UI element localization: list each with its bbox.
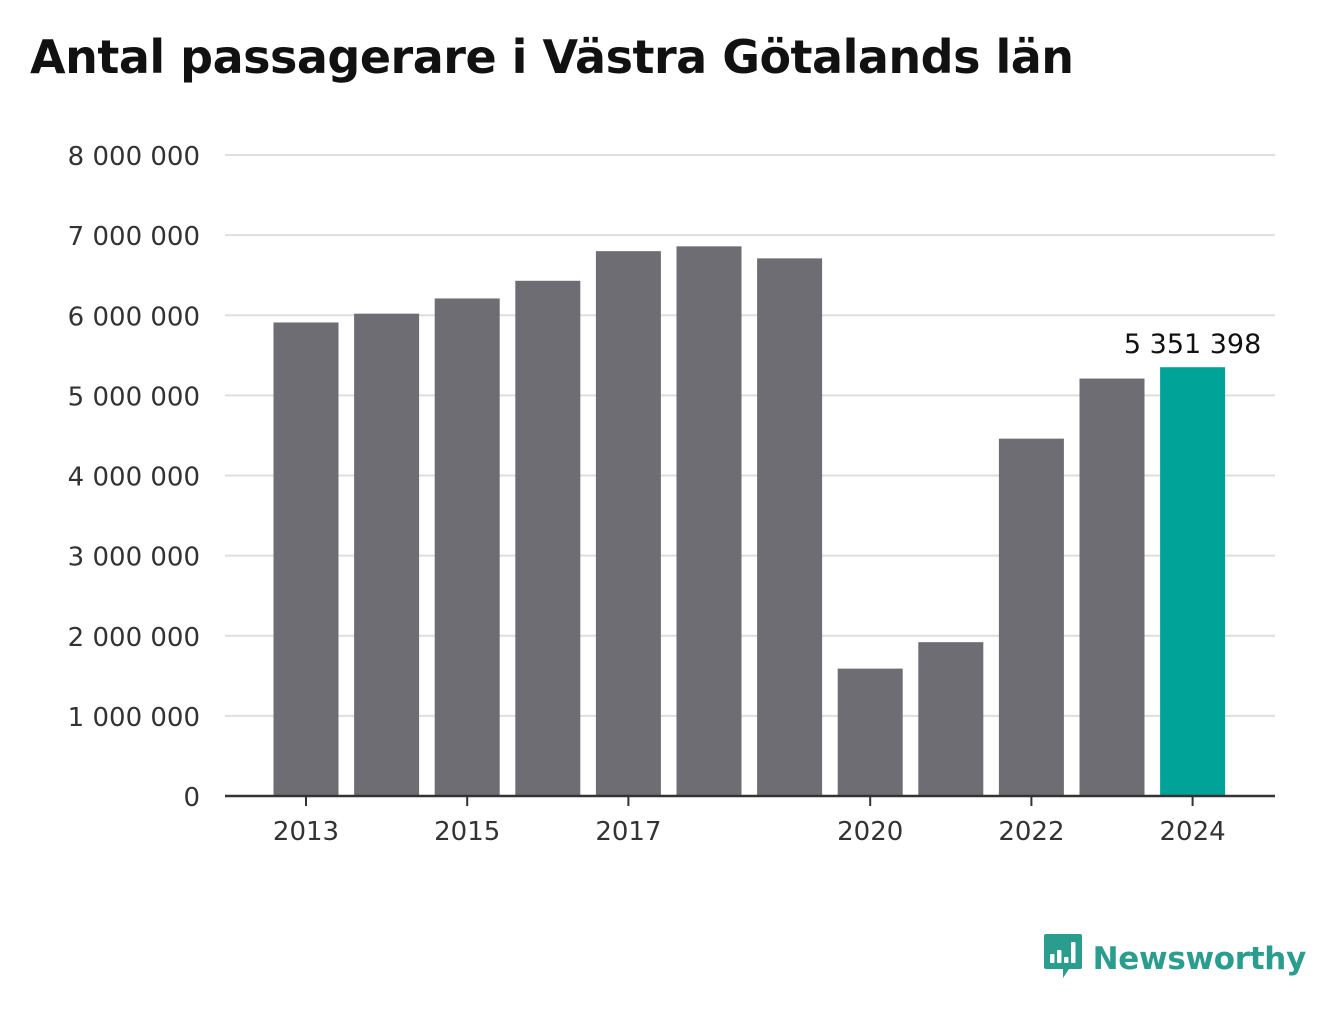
chart-title: Antal passagerare i Västra Götalands län (30, 30, 1074, 84)
bars (273, 246, 1226, 797)
y-tick-label: 7 000 000 (68, 222, 200, 252)
bar-2023 (1079, 378, 1145, 796)
bar-2017 (595, 251, 661, 796)
bar-2020 (837, 668, 903, 796)
x-tick-label: 2015 (434, 817, 500, 847)
bar-2019 (757, 258, 823, 797)
data-labels: 5 351 398 (1124, 329, 1261, 360)
y-tick-label: 4 000 000 (68, 463, 200, 493)
x-tick-label: 2017 (595, 817, 661, 847)
newsworthy-logo-icon (1043, 932, 1083, 986)
x-tick-label: 2024 (1160, 817, 1226, 847)
y-axis-ticks: 0 1 000 000 2 000 000 3 000 000 4 000 000 5 0… (68, 142, 200, 813)
y-tick-label: 1 000 000 (68, 703, 200, 733)
x-tick-label: 2022 (998, 817, 1064, 847)
y-tick-label: 3 000 000 (68, 543, 200, 573)
x-tick-label: 2013 (273, 817, 339, 847)
x-tick-label: 2020 (837, 817, 903, 847)
bar-2015 (434, 298, 500, 796)
x-axis-ticks: 2013 2015 2017 2020 2022 2024 (273, 796, 1226, 847)
bar-2021 (918, 642, 984, 796)
bar-2024 (1160, 367, 1226, 796)
y-tick-label: 6 000 000 (68, 302, 200, 332)
brand-logo: Newsworthy (1043, 932, 1306, 986)
y-tick-label: 2 000 000 (68, 623, 200, 653)
bar-2013 (273, 322, 339, 796)
bar-2016 (515, 280, 581, 796)
bar-2018 (676, 246, 742, 796)
y-tick-label: 8 000 000 (68, 142, 200, 172)
bar-2014 (354, 313, 420, 796)
y-tick-label: 0 (183, 783, 200, 813)
data-label-highlight: 5 351 398 (1124, 329, 1261, 360)
bar-2022 (998, 438, 1064, 796)
y-tick-label: 5 000 000 (68, 382, 200, 412)
bar-chart: 0 1 000 000 2 000 000 3 000 000 4 000 000 5 0… (68, 142, 1275, 847)
brand-name: Newsworthy (1092, 941, 1307, 977)
